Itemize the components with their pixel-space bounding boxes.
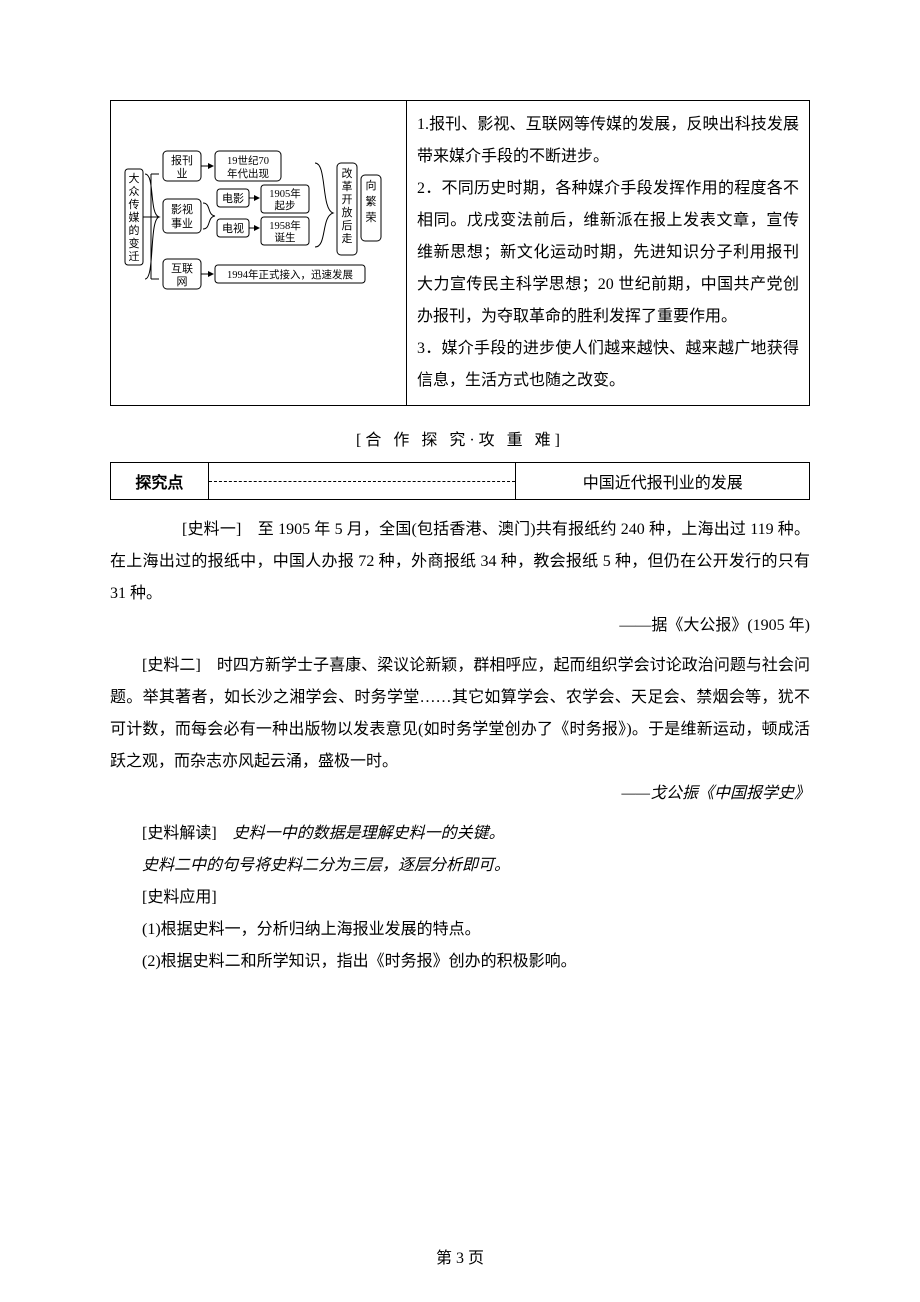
svg-text:走: 走	[342, 232, 353, 245]
svg-text:起步: 起步	[275, 200, 296, 212]
shiliao2-source: ——戈公振《中国报学史》	[110, 778, 810, 810]
jiedu-line2: 史料二中的句号将史料二分为三层，逐层分析即可。	[110, 850, 810, 882]
svg-text:繁: 繁	[366, 194, 377, 208]
svg-text:报刊: 报刊	[171, 153, 193, 167]
svg-text:的: 的	[129, 223, 140, 237]
svg-text:媒: 媒	[129, 211, 140, 224]
svg-text:事业: 事业	[171, 217, 193, 230]
diagram-cell: 大 众 传 媒 的 变 大 众 传 媒 的 变 迁	[111, 101, 407, 406]
media-evolution-diagram: 大 众 传 媒 的 变 大 众 传 媒 的 变 迁	[121, 119, 396, 309]
summary-p2: 2．不同历史时期，各种媒介手段发挥作用的程度各不相同。戊戌变法前后，维新派在报上…	[417, 180, 799, 325]
svg-text:电视: 电视	[222, 221, 244, 235]
yingyong-q2: (2)根据史料二和所学知识，指出《时务报》创办的积极影响。	[110, 946, 810, 978]
jiedu-line1: [史料解读] 史料一中的数据是理解史料一的关键。	[110, 818, 810, 850]
svg-text:大: 大	[129, 171, 140, 185]
dotted-line-icon	[209, 481, 516, 482]
svg-text:革: 革	[342, 179, 353, 193]
svg-text:众: 众	[129, 185, 140, 198]
svg-text:1958年: 1958年	[269, 219, 301, 232]
explore-dotted-cell	[208, 463, 516, 500]
shiliao2-label: [史料二]	[142, 657, 201, 674]
summary-p1: 1.报刊、影视、互联网等传媒的发展，反映出科技发展带来媒介手段的不断进步。	[417, 116, 799, 165]
svg-text:迁: 迁	[129, 250, 140, 263]
svg-text:改: 改	[342, 166, 353, 180]
cooperation-heading: [合 作 探 究·攻 重 难]	[110, 426, 810, 450]
svg-text:网: 网	[177, 276, 188, 288]
shiliao1-source: ——据《大公报》(1905 年)	[110, 610, 810, 642]
svg-text:变: 变	[129, 236, 140, 250]
svg-text:影视: 影视	[171, 202, 193, 216]
svg-text:传: 传	[129, 198, 140, 211]
svg-text:后: 后	[342, 219, 353, 232]
svg-text:向: 向	[366, 178, 377, 192]
shiliao2-text: 时四方新学士子喜康、梁议论新颖，群相呼应，起而组织学会讨论政治问题与社会问题。举…	[110, 657, 810, 770]
jiedu-text1: 史料一中的数据是理解史料一的关键。	[217, 825, 505, 842]
right-summary-cell: 1.报刊、影视、互联网等传媒的发展，反映出科技发展带来媒介手段的不断进步。 2．…	[407, 101, 810, 406]
page-number: 第 3 页	[0, 1244, 920, 1268]
svg-text:1905年: 1905年	[269, 187, 301, 200]
svg-text:放: 放	[342, 205, 353, 219]
svg-text:荣: 荣	[366, 211, 377, 224]
svg-text:电影: 电影	[222, 192, 244, 205]
svg-text:年代出现: 年代出现	[227, 167, 269, 180]
explore-topic: 中国近代报刊业的发展	[516, 463, 810, 500]
explore-point-table: 探究点 中国近代报刊业的发展	[110, 462, 810, 500]
explore-label: 探究点	[111, 463, 209, 500]
svg-text:1994年正式接入，迅速发展: 1994年正式接入，迅速发展	[227, 268, 353, 281]
svg-text:19世纪70: 19世纪70	[227, 155, 269, 167]
main-two-col-table: 大 众 传 媒 的 变 大 众 传 媒 的 变 迁	[110, 100, 810, 406]
summary-p3: 3．媒介手段的进步使人们越来越快、越来越广地获得信息，生活方式也随之改变。	[417, 340, 799, 389]
shiliao1-label: [史料一]	[182, 521, 241, 538]
shiliao2-para: [史料二] 时四方新学士子喜康、梁议论新颖，群相呼应，起而组织学会讨论政治问题与…	[110, 650, 810, 778]
shiliao1-para: [史料一] 至 1905 年 5 月，全国(包括香港、澳门)共有报纸约 240 …	[110, 514, 810, 610]
svg-text:业: 业	[177, 167, 188, 180]
jiedu-label: [史料解读]	[142, 825, 217, 842]
svg-text:互联: 互联	[171, 262, 193, 275]
yingyong-q1: (1)根据史料一，分析归纳上海报业发展的特点。	[110, 914, 810, 946]
svg-text:开: 开	[342, 194, 353, 206]
svg-text:诞生: 诞生	[275, 231, 296, 244]
yingyong-label: [史料应用]	[110, 882, 810, 914]
